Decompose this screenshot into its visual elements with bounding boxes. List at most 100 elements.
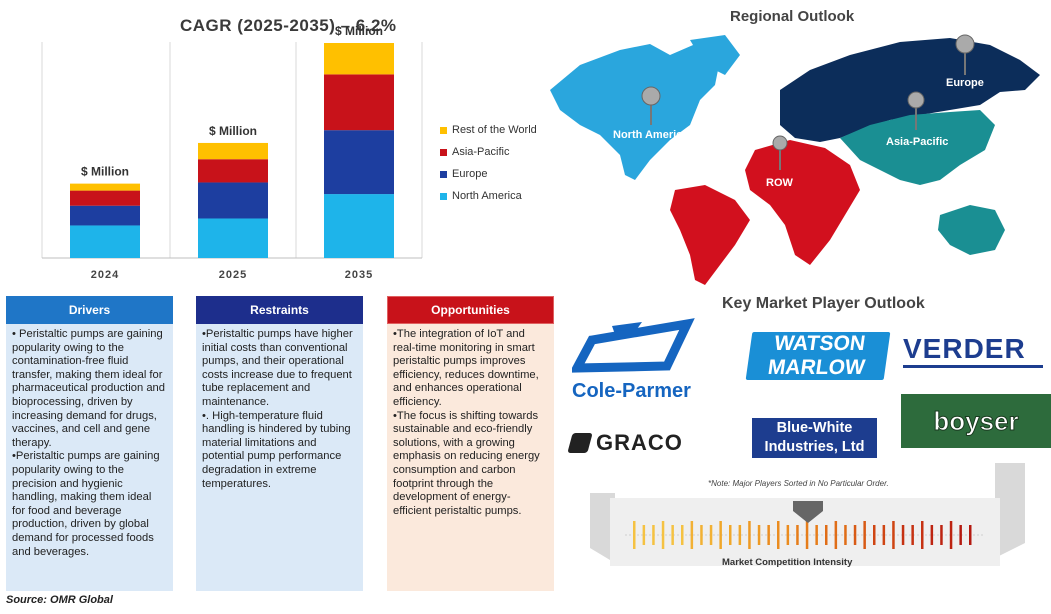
intensity-label: Market Competition Intensity [722, 557, 853, 568]
gauge-tick [853, 525, 857, 545]
legend-item-europe: Europe [440, 168, 487, 180]
gauge-tick [863, 521, 866, 549]
cole-parmer-logo: Cole-Parmer [569, 318, 712, 402]
gauge-tick [748, 521, 751, 549]
map-africa [745, 140, 860, 265]
drivers-body: • Peristaltic pumps are gaining populari… [6, 324, 173, 563]
bar-segment-europe [70, 205, 140, 226]
region-label-north-america: North America [613, 129, 689, 141]
gauge-tick [738, 525, 742, 545]
region-label-europe: Europe [946, 77, 984, 89]
bar-segment-rest-of-the-world [70, 183, 140, 191]
bar-segment-rest-of-the-world [198, 142, 268, 160]
legend-label: Rest of the World [452, 124, 537, 136]
gauge-tick [825, 525, 828, 545]
legend-item-asia-pacific: Asia-Pacific [440, 146, 509, 158]
players-note: *Note: Major Players Sorted in No Partic… [708, 479, 889, 488]
legend-label: North America [452, 190, 522, 202]
gauge-left-cap [590, 493, 615, 563]
restraints-body: •Peristaltic pumps have higher initial c… [196, 324, 363, 495]
bar-segment-north-america [70, 225, 140, 258]
graco-text: GRACO [596, 430, 683, 455]
gauge-tick [911, 525, 914, 545]
cole-parmer-mark-icon [569, 318, 695, 373]
restraints-item: •Peristaltic pumps have higher initial c… [202, 328, 353, 408]
opportunities-title: Opportunities [387, 296, 554, 324]
bar-segment-rest-of-the-world [324, 43, 394, 75]
legend-swatch [440, 148, 447, 156]
map-pin-asia-pacific [907, 91, 925, 130]
gauge-tick [661, 521, 665, 549]
opportunities-item: •The focus is shifting towards sustainab… [393, 409, 540, 517]
x-tick-label: 2024 [91, 269, 119, 281]
gauge-tick [767, 525, 770, 545]
legend-item-north-america: North America [440, 190, 522, 202]
bar-segment-asia-pacific [70, 190, 140, 206]
map-europe [780, 38, 1040, 142]
gauge-tick [796, 525, 799, 545]
gauge-tick [873, 525, 876, 545]
drivers-item: • Peristaltic pumps are gaining populari… [12, 328, 165, 449]
source-note: Source: OMR Global [6, 594, 113, 606]
opportunities-box: Opportunities •The integration of IoT an… [387, 296, 554, 591]
gauge-tick [921, 521, 924, 549]
gauge-tick [959, 525, 962, 545]
gauge-right-cap [995, 463, 1025, 558]
opportunities-item: •The integration of IoT and real-time mo… [393, 328, 539, 408]
x-tick-label: 2035 [345, 269, 373, 281]
bar-segment-asia-pacific [324, 74, 394, 131]
legend-swatch [440, 170, 447, 178]
boyser-logo: boyser [901, 394, 1051, 448]
gauge-tick [729, 525, 732, 545]
drivers-item: •Peristaltic pumps are gaining popularit… [12, 450, 160, 558]
restraints-item: •. High-temperature fluid handling is hi… [202, 409, 351, 490]
gauge-tick [834, 521, 838, 549]
gauge-pointer-icon [793, 501, 823, 523]
watson-marlow-logo: WATSON MARLOW [745, 332, 891, 384]
gauge-tick [844, 525, 847, 545]
gauge-tick [892, 521, 895, 549]
gauge-tick [757, 525, 761, 545]
map-south-america [670, 185, 750, 285]
gauge-tick [700, 525, 703, 545]
chart-title: CAGR (2025-2035) – 6.2% [180, 16, 397, 35]
legend-label: Asia-Pacific [452, 146, 510, 158]
gauge-tick [652, 525, 655, 545]
bar-segment-north-america [324, 194, 394, 258]
gauge-tick [901, 525, 905, 545]
legend-label: Europe [452, 168, 488, 180]
bar-segment-north-america [198, 218, 268, 258]
verder-text: VERDER [903, 333, 1026, 364]
gauge-tick [777, 521, 780, 549]
map-pin-row [772, 135, 788, 170]
gauge-tick [815, 525, 818, 545]
opportunities-body: •The integration of IoT and real-time mo… [387, 324, 554, 522]
map-north-america [550, 42, 720, 180]
graco-logo: GRACO [567, 428, 718, 458]
gauge-tick [969, 525, 972, 545]
map-pin-north-america [641, 86, 661, 125]
gauge-tick [786, 525, 790, 545]
bar-segment-europe [324, 130, 394, 195]
gauge-tick [709, 525, 713, 545]
gauge-tick [882, 525, 886, 545]
gauge-tick [940, 525, 943, 545]
graco-mark-icon [567, 433, 593, 453]
legend-swatch [440, 192, 447, 200]
bar-segment-asia-pacific [198, 159, 268, 183]
stacked-bar-chart: $ Million 2024 $ Million 2025 $ Million 2035 [41, 24, 423, 281]
map-australia [938, 205, 1005, 255]
legend-swatch [440, 126, 447, 134]
drivers-title: Drivers [6, 296, 173, 324]
gauge-ticks [625, 521, 985, 549]
watson-marlow-text: WATSON MARLOW [745, 332, 891, 380]
drivers-box: Drivers • Peristaltic pumps are gaining … [6, 296, 173, 591]
gauge-tick [690, 521, 694, 549]
bar-segment-europe [198, 182, 268, 219]
restraints-title: Restraints [196, 296, 363, 324]
map-greenland [690, 35, 740, 75]
verder-underline [903, 365, 1043, 368]
competition-intensity-gauge [590, 463, 1025, 566]
boyser-text: boyser [933, 405, 1019, 436]
blue-white-text: Blue-White Industries, Ltd [752, 418, 877, 458]
